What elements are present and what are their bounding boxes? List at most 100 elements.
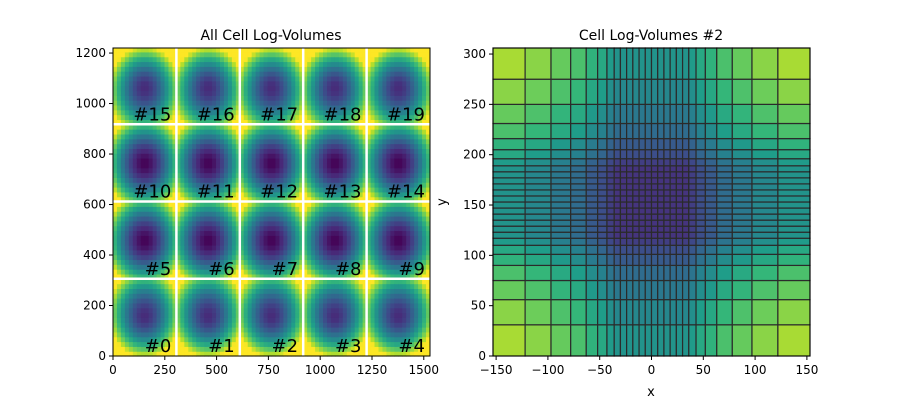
heat-cell: [358, 177, 364, 183]
heat-cell: [315, 259, 320, 265]
heat-cell: [136, 80, 142, 87]
heat-cell: [366, 119, 372, 125]
heat-cell: [370, 336, 376, 343]
heat-cell: [323, 148, 328, 154]
heat-cell: [216, 85, 221, 92]
heat-cell: [128, 230, 134, 236]
heat-cell: [271, 138, 277, 145]
heat-cell: [160, 90, 166, 96]
heat-cell: [350, 158, 356, 164]
heat-cell: [394, 273, 399, 280]
heat-cell: [390, 244, 395, 251]
heat-cell: [192, 225, 197, 232]
heat-cell: [152, 124, 158, 130]
heat-cell: [307, 264, 312, 270]
heat-cell: [128, 71, 134, 77]
heat-cell: [291, 138, 296, 145]
heat-cell: [275, 133, 281, 140]
heat-cell: [414, 133, 419, 140]
heat-cell: [231, 254, 237, 261]
heat-cell: [212, 307, 217, 314]
heat-cell: [426, 249, 430, 256]
heat-cell: [212, 259, 217, 265]
heat-cell: [326, 95, 332, 101]
heat-cell: [406, 148, 411, 154]
heat-cell: [247, 249, 253, 256]
heat-cell: [176, 317, 181, 323]
heat-cell: [140, 129, 146, 135]
heat-cell: [152, 61, 158, 67]
heat-cell: [156, 66, 162, 72]
heat-cell: [251, 133, 257, 140]
heat-cell: [326, 158, 332, 164]
heat-cell: [330, 148, 336, 154]
heat-cell: [374, 322, 380, 328]
heat-cell: [374, 138, 380, 145]
heat-cell: [160, 100, 166, 106]
heat-cell: [354, 148, 360, 154]
heat-cell: [271, 201, 277, 207]
heat-cell: [152, 100, 158, 106]
heat-cell: [291, 191, 296, 198]
heat-cell: [354, 80, 360, 87]
heat-cell: [164, 85, 170, 92]
heat-cell: [239, 264, 245, 270]
heat-cell: [370, 129, 376, 135]
heat-cell: [382, 153, 388, 159]
heat-cell: [176, 158, 181, 164]
heat-cell: [390, 85, 395, 92]
heat-cell: [267, 129, 273, 135]
heat-cell: [156, 322, 162, 328]
heat-cell: [382, 307, 388, 314]
heat-cell: [334, 196, 340, 203]
heat-cell: [402, 249, 407, 256]
heat-cell: [283, 158, 288, 164]
heat-cell: [212, 288, 217, 294]
heat-cell: [414, 215, 419, 222]
heat-cell: [311, 143, 316, 149]
heat-cell: [346, 75, 352, 82]
heat-cell: [330, 240, 336, 246]
heat-cell: [275, 124, 281, 130]
heat-cell: [148, 114, 154, 121]
heat-cell: [267, 317, 273, 323]
heat-cell: [358, 201, 364, 207]
heat-cell: [378, 48, 384, 53]
heat-cell: [414, 153, 419, 159]
heat-cell: [176, 61, 181, 67]
heat-cell: [263, 273, 269, 280]
heat-cell: [386, 331, 391, 338]
heat-cell: [152, 109, 158, 116]
heat-cell: [303, 283, 308, 290]
heat-cell: [247, 71, 253, 77]
heat-cell: [219, 240, 225, 246]
heat-cell: [315, 158, 320, 164]
heat-cell: [259, 138, 265, 145]
heat-cell: [223, 278, 229, 285]
heat-cell: [231, 249, 237, 256]
heat-cell: [208, 90, 213, 96]
heat-cell: [291, 167, 296, 174]
heat-cell: [346, 153, 352, 159]
heat-cell: [342, 100, 348, 106]
heat-cell: [418, 322, 423, 328]
heat-cell: [374, 317, 380, 323]
heat-cell: [414, 322, 419, 328]
heat-cell: [382, 215, 388, 222]
heat-cell: [334, 322, 340, 328]
heat-cell: [283, 133, 288, 140]
heat-cell: [390, 104, 395, 111]
heat-cell: [410, 336, 415, 343]
heat-cell: [422, 215, 427, 222]
heat-cell: [251, 177, 257, 183]
heat-cell: [295, 264, 300, 270]
heat-cell: [259, 80, 265, 87]
heat-cell: [128, 211, 134, 217]
heat-cell: [164, 104, 170, 111]
heat-cell: [307, 48, 312, 53]
heat-cell: [299, 244, 304, 251]
heat-cell: [374, 220, 380, 227]
heat-cell: [374, 336, 380, 343]
heat-cell: [227, 109, 233, 116]
heat-cell: [235, 264, 241, 270]
